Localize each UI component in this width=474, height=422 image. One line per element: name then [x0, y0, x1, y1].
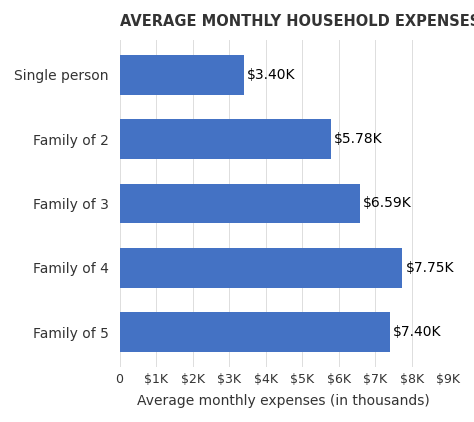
Text: $7.40K: $7.40K [392, 325, 441, 339]
Bar [119, 55, 244, 95]
Bar [119, 119, 330, 159]
Bar [119, 248, 402, 288]
Text: $5.78K: $5.78K [334, 132, 382, 146]
Text: $6.59K: $6.59K [363, 197, 412, 211]
Text: AVERAGE MONTHLY HOUSEHOLD EXPENSES BY FAMILY SIZE: AVERAGE MONTHLY HOUSEHOLD EXPENSES BY FA… [119, 14, 474, 29]
Text: $7.75K: $7.75K [405, 261, 454, 275]
Bar [119, 312, 390, 352]
Text: $3.40K: $3.40K [246, 68, 295, 81]
Bar [119, 184, 360, 224]
X-axis label: Average monthly expenses (in thousands): Average monthly expenses (in thousands) [137, 394, 430, 408]
